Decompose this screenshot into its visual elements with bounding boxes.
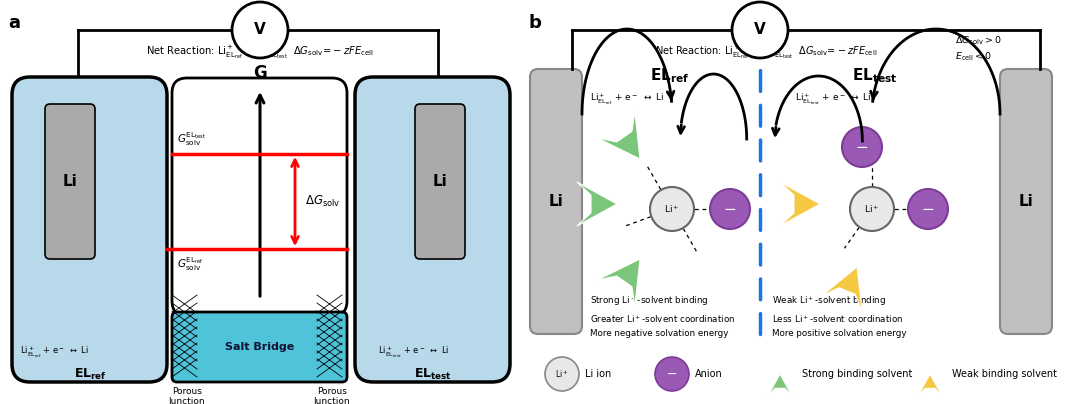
Text: Li$^+$: Li$^+$ <box>555 368 569 380</box>
Text: $\Delta G_\mathrm{solv}$: $\Delta G_\mathrm{solv}$ <box>305 194 340 209</box>
Text: Net Reaction: $\mathrm{Li^+_{EL_{ref}}}$ $\leftrightarrow$ $\mathrm{Li^+_{EL_{te: Net Reaction: $\mathrm{Li^+_{EL_{ref}}}$… <box>146 43 374 61</box>
FancyArrowPatch shape <box>772 127 779 135</box>
Text: Net Reaction: $\mathrm{Li^+_{EL_{ref}}}$ $\leftrightarrow$ $\mathrm{Li^+_{EL_{te: Net Reaction: $\mathrm{Li^+_{EL_{ref}}}$… <box>654 43 877 61</box>
Polygon shape <box>768 374 792 396</box>
Text: Anion: Anion <box>696 369 723 379</box>
Circle shape <box>850 187 894 231</box>
FancyArrowPatch shape <box>292 160 298 243</box>
Text: a: a <box>8 14 21 32</box>
Polygon shape <box>597 112 640 159</box>
Circle shape <box>732 2 788 58</box>
Text: $\mathrm{Li^+_{EL_{ref}}}$ + e$^-$ $\leftrightarrow$ Li: $\mathrm{Li^+_{EL_{ref}}}$ + e$^-$ $\lef… <box>590 91 664 107</box>
Circle shape <box>908 189 948 229</box>
Text: Weak binding solvent: Weak binding solvent <box>951 369 1057 379</box>
Text: Salt Bridge: Salt Bridge <box>225 342 294 352</box>
Text: $\mathbf{EL_{test}}$: $\mathbf{EL_{test}}$ <box>852 67 897 85</box>
FancyArrowPatch shape <box>667 91 674 100</box>
Circle shape <box>842 127 882 167</box>
FancyBboxPatch shape <box>12 77 167 382</box>
Text: Li$^+$: Li$^+$ <box>864 203 880 215</box>
Text: −: − <box>724 202 737 217</box>
Polygon shape <box>780 182 820 226</box>
Text: $\mathrm{Li^+_{EL_{test}}}$ + e$^-$ $\leftrightarrow$ Li: $\mathrm{Li^+_{EL_{test}}}$ + e$^-$ $\le… <box>795 91 872 107</box>
Text: −: − <box>666 368 677 381</box>
FancyBboxPatch shape <box>172 312 347 382</box>
Text: Li: Li <box>433 175 447 189</box>
Polygon shape <box>918 374 942 396</box>
Polygon shape <box>577 182 617 226</box>
Text: b: b <box>528 14 541 32</box>
FancyBboxPatch shape <box>530 69 582 334</box>
FancyBboxPatch shape <box>355 77 510 382</box>
Text: Strong binding solvent: Strong binding solvent <box>802 369 913 379</box>
FancyBboxPatch shape <box>1000 69 1052 334</box>
Circle shape <box>654 357 689 391</box>
Text: Li: Li <box>549 194 564 210</box>
Text: V: V <box>754 23 766 38</box>
Text: $\mathbf{EL_{test}}$: $\mathbf{EL_{test}}$ <box>414 366 451 381</box>
Circle shape <box>650 187 694 231</box>
Text: V: V <box>254 23 266 38</box>
Text: Li: Li <box>1018 194 1034 210</box>
Circle shape <box>232 2 288 58</box>
Text: $\mathbf{EL_{ref}}$: $\mathbf{EL_{ref}}$ <box>73 366 106 381</box>
Text: $\mathrm{Li^+_{EL_{test}}}$ + e$^-$ $\leftrightarrow$ Li: $\mathrm{Li^+_{EL_{test}}}$ + e$^-$ $\le… <box>378 344 449 360</box>
Text: $G_\mathrm{solv}^\mathrm{EL_{test}}$: $G_\mathrm{solv}^\mathrm{EL_{test}}$ <box>177 130 206 148</box>
Polygon shape <box>822 267 863 312</box>
FancyBboxPatch shape <box>415 104 465 259</box>
Text: −: − <box>855 139 868 154</box>
Text: Porous
Junction: Porous Junction <box>168 387 205 404</box>
Text: Li ion: Li ion <box>585 369 611 379</box>
FancyArrowPatch shape <box>256 95 264 296</box>
Text: $\Delta G_\mathrm{solv} > 0$
$E_\mathrm{cell} < 0$: $\Delta G_\mathrm{solv} > 0$ $E_\mathrm{… <box>955 35 1001 63</box>
Text: $\mathbf{EL_{ref}}$: $\mathbf{EL_{ref}}$ <box>650 67 690 85</box>
Text: $G_\mathrm{solv}^\mathrm{EL_{ref}}$: $G_\mathrm{solv}^\mathrm{EL_{ref}}$ <box>177 255 204 273</box>
Polygon shape <box>597 259 640 307</box>
Text: Li: Li <box>63 175 78 189</box>
FancyBboxPatch shape <box>45 104 95 259</box>
Circle shape <box>710 189 750 229</box>
Circle shape <box>545 357 579 391</box>
Text: G: G <box>253 64 267 82</box>
Text: Weak Li$^+$-solvent binding
Less Li$^+$-solvent coordination
More positive solva: Weak Li$^+$-solvent binding Less Li$^+$-… <box>772 294 906 339</box>
Text: Strong Li$^+$-solvent binding
Greater Li$^+$-solvent coordination
More negative : Strong Li$^+$-solvent binding Greater Li… <box>590 294 735 339</box>
FancyArrowPatch shape <box>678 125 685 133</box>
FancyArrowPatch shape <box>870 91 877 100</box>
FancyBboxPatch shape <box>172 78 347 316</box>
Text: Li$^+$: Li$^+$ <box>664 203 679 215</box>
Text: $\mathrm{Li^+_{EL_{ref}}}$ + e$^-$ $\leftrightarrow$ Li: $\mathrm{Li^+_{EL_{ref}}}$ + e$^-$ $\lef… <box>21 344 89 360</box>
Text: Porous
Junction: Porous Junction <box>313 387 350 404</box>
Text: −: − <box>921 202 934 217</box>
